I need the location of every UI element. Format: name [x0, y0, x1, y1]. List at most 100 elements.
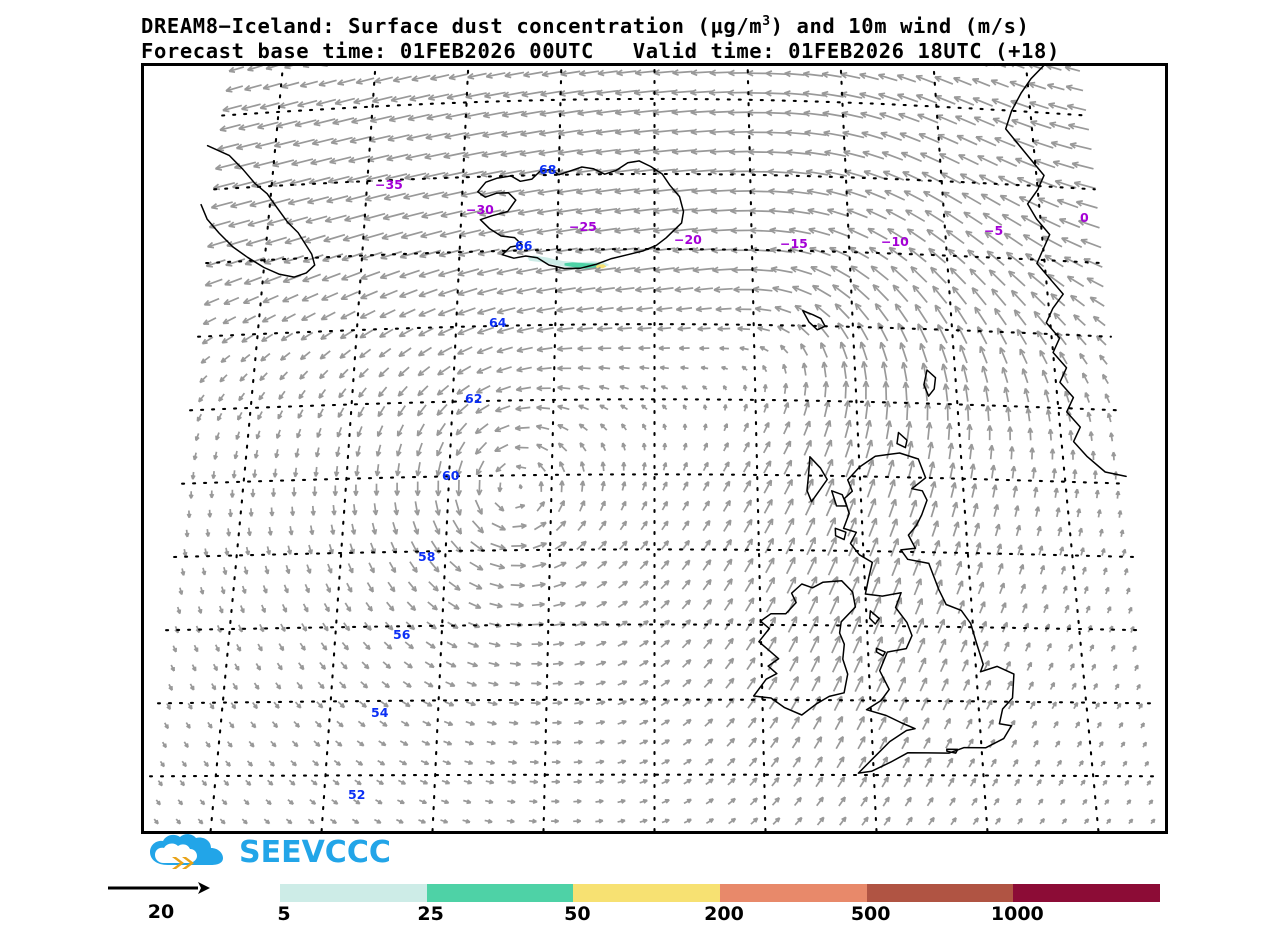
wind-arrow [510, 682, 520, 686]
colorbar-tick-5: 5 [277, 903, 290, 925]
wind-arrow [772, 778, 779, 786]
wind-arrow [879, 74, 898, 81]
wind-arrow [718, 327, 730, 331]
wind-arrow [933, 286, 947, 303]
wind-arrow [714, 287, 733, 292]
wind-arrow [224, 780, 229, 785]
wind-arrow [873, 285, 888, 301]
wind-arrow [539, 150, 561, 155]
wind-arrow [375, 77, 393, 83]
wind-arrow [1074, 315, 1086, 326]
wind-arrow [661, 561, 668, 569]
map-canvas[interactable] [144, 66, 1165, 831]
wind-arrow [1040, 351, 1047, 364]
wind-arrow [423, 721, 431, 725]
wind-arrow [919, 658, 925, 672]
wind-arrow [580, 501, 585, 512]
wind-arrow [194, 645, 197, 651]
wind-arrow [263, 84, 280, 90]
wind-arrow [615, 208, 637, 213]
wind-arrow [914, 579, 921, 595]
wind-arrow [517, 347, 533, 352]
wind-arrow [888, 229, 907, 241]
wind-arrow [428, 602, 437, 610]
wind-arrow [421, 761, 429, 764]
wind-arrow [338, 79, 356, 85]
wind-arrow [229, 220, 250, 227]
wind-arrow [711, 189, 733, 194]
wind-arrow [744, 481, 751, 493]
wind-arrow [400, 270, 420, 277]
wind-arrow [320, 663, 325, 670]
wind-arrow [1123, 761, 1126, 766]
wind-arrow [1030, 102, 1049, 109]
wind-arrow [643, 443, 646, 450]
wind-arrow [438, 347, 452, 355]
wind-arrow [1020, 565, 1024, 575]
wind-arrow [994, 799, 999, 806]
colorbar-tick-500: 500 [851, 903, 891, 925]
wind-arrow [1052, 702, 1056, 709]
wind-arrow [460, 230, 481, 236]
wind-arrow [276, 683, 281, 689]
wind-arrow [301, 333, 313, 340]
wind-arrow [448, 602, 459, 609]
wind-arrow [994, 505, 998, 517]
wind-arrow [1052, 469, 1056, 479]
wind-arrow [1020, 349, 1027, 364]
wind-arrow [602, 443, 606, 451]
wind-arrow [409, 582, 417, 591]
colorbar[interactable] [280, 884, 1160, 902]
wind-arrow [291, 761, 296, 766]
wind-arrow [822, 362, 827, 377]
wind-arrow [214, 664, 217, 670]
wind-arrow [304, 236, 325, 243]
wind-arrow [785, 499, 793, 514]
wind-arrow [440, 231, 461, 237]
wind-arrow [239, 393, 244, 400]
wind-arrow [807, 189, 829, 195]
wind-arrow [441, 211, 462, 217]
wind-arrow [618, 326, 632, 331]
wind-arrow [969, 444, 974, 459]
wind-arrow [249, 741, 254, 746]
wind-arrow [1051, 683, 1055, 690]
wind-arrow [426, 642, 435, 648]
wind-arrow [858, 323, 868, 340]
wind-arrow [947, 423, 952, 440]
wind-arrow [189, 491, 193, 498]
wind-arrow [1051, 449, 1055, 460]
wind-arrow [536, 425, 549, 429]
wind-arrow [978, 156, 998, 165]
wind-arrow [884, 817, 890, 825]
wind-arrow [882, 152, 903, 160]
wind-arrow [1002, 367, 1007, 382]
wind-arrow [216, 433, 219, 440]
wind-arrow [1086, 606, 1089, 613]
wind-arrow [790, 657, 798, 672]
map-panel[interactable]: 68666462605856545250−35−30−25−20−15−10−5… [141, 63, 1168, 834]
wind-arrow [458, 347, 473, 354]
wind-arrow [335, 466, 339, 476]
wind-arrow [896, 304, 908, 322]
wind-arrow [663, 424, 666, 430]
wind-arrow [214, 452, 217, 460]
wind-arrow [845, 420, 851, 438]
wind-arrow [254, 161, 275, 168]
wind-arrow [496, 387, 511, 392]
wind-arrow [188, 703, 192, 709]
wind-arrow [763, 366, 767, 372]
wind-arrow [1060, 219, 1080, 227]
wind-arrow [418, 424, 425, 436]
wind-arrow [374, 820, 380, 823]
wind-arrow [1056, 741, 1060, 747]
wind-arrow [497, 367, 512, 372]
wind-arrow [826, 170, 847, 176]
wind-arrow [533, 543, 547, 548]
wind-arrow [972, 798, 977, 805]
wind-arrow [944, 384, 949, 402]
wind-arrow [309, 545, 313, 554]
wind-arrow [991, 66, 1006, 67]
wind-arrow [520, 485, 523, 489]
wind-arrow [634, 208, 656, 213]
